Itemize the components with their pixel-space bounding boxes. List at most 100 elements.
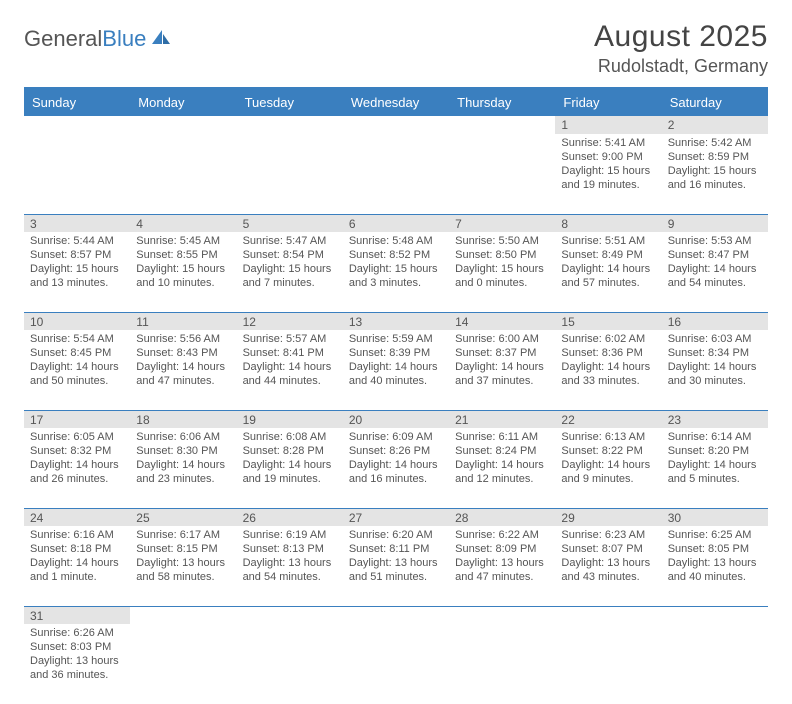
day-details	[662, 624, 768, 704]
day-details: Sunrise: 5:42 AMSunset: 8:59 PMDaylight:…	[662, 134, 768, 214]
day-details: Sunrise: 5:44 AMSunset: 8:57 PMDaylight:…	[24, 232, 130, 312]
sunset-text: Sunset: 8:30 PM	[136, 444, 230, 458]
sunset-text: Sunset: 8:15 PM	[136, 542, 230, 556]
daylight-text: Daylight: 13 hours and 43 minutes.	[561, 556, 655, 584]
sunset-text: Sunset: 8:50 PM	[455, 248, 549, 262]
daylight-text: Daylight: 14 hours and 57 minutes.	[561, 262, 655, 290]
day-number-row: 10111213141516	[24, 312, 768, 330]
daylight-text: Daylight: 15 hours and 13 minutes.	[30, 262, 124, 290]
sunrise-text: Sunrise: 6:14 AM	[668, 430, 762, 444]
sunrise-text: Sunrise: 5:53 AM	[668, 234, 762, 248]
sunrise-text: Sunrise: 6:20 AM	[349, 528, 443, 542]
day-number: 4	[130, 214, 236, 232]
weekday-header: Tuesday	[237, 88, 343, 116]
day-number-row: 17181920212223	[24, 410, 768, 428]
logo-sail-icon	[150, 28, 172, 46]
day-details: Sunrise: 5:50 AMSunset: 8:50 PMDaylight:…	[449, 232, 555, 312]
day-number: 17	[24, 410, 130, 428]
day-details: Sunrise: 6:14 AMSunset: 8:20 PMDaylight:…	[662, 428, 768, 508]
day-details: Sunrise: 6:02 AMSunset: 8:36 PMDaylight:…	[555, 330, 661, 410]
title-block: August 2025 Rudolstadt, Germany	[594, 20, 768, 77]
sunset-text: Sunset: 8:11 PM	[349, 542, 443, 556]
sunrise-text: Sunrise: 6:05 AM	[30, 430, 124, 444]
sunset-text: Sunset: 8:09 PM	[455, 542, 549, 556]
daylight-text: Daylight: 14 hours and 16 minutes.	[349, 458, 443, 486]
daylight-text: Daylight: 14 hours and 9 minutes.	[561, 458, 655, 486]
sunrise-text: Sunrise: 5:54 AM	[30, 332, 124, 346]
day-number	[237, 116, 343, 134]
sunset-text: Sunset: 8:47 PM	[668, 248, 762, 262]
day-number	[449, 606, 555, 624]
daylight-text: Daylight: 13 hours and 54 minutes.	[243, 556, 337, 584]
sunrise-text: Sunrise: 5:42 AM	[668, 136, 762, 150]
day-body-row: Sunrise: 5:54 AMSunset: 8:45 PMDaylight:…	[24, 330, 768, 410]
logo-text-1: General	[24, 26, 102, 52]
day-number: 26	[237, 508, 343, 526]
daylight-text: Daylight: 15 hours and 10 minutes.	[136, 262, 230, 290]
day-details: Sunrise: 6:25 AMSunset: 8:05 PMDaylight:…	[662, 526, 768, 606]
sunrise-text: Sunrise: 6:19 AM	[243, 528, 337, 542]
sunrise-text: Sunrise: 6:22 AM	[455, 528, 549, 542]
daylight-text: Daylight: 14 hours and 54 minutes.	[668, 262, 762, 290]
day-details: Sunrise: 6:09 AMSunset: 8:26 PMDaylight:…	[343, 428, 449, 508]
day-details	[237, 134, 343, 214]
day-number: 10	[24, 312, 130, 330]
daylight-text: Daylight: 14 hours and 30 minutes.	[668, 360, 762, 388]
sunset-text: Sunset: 8:54 PM	[243, 248, 337, 262]
daylight-text: Daylight: 13 hours and 36 minutes.	[30, 654, 124, 682]
sunset-text: Sunset: 8:07 PM	[561, 542, 655, 556]
day-number	[237, 606, 343, 624]
sunrise-text: Sunrise: 6:26 AM	[30, 626, 124, 640]
header: GeneralBlue August 2025 Rudolstadt, Germ…	[24, 20, 768, 77]
daylight-text: Daylight: 14 hours and 12 minutes.	[455, 458, 549, 486]
day-number: 21	[449, 410, 555, 428]
sunrise-text: Sunrise: 6:09 AM	[349, 430, 443, 444]
day-number-row: 12	[24, 116, 768, 134]
day-details: Sunrise: 5:53 AMSunset: 8:47 PMDaylight:…	[662, 232, 768, 312]
weekday-header: Wednesday	[343, 88, 449, 116]
day-number	[662, 606, 768, 624]
day-number: 7	[449, 214, 555, 232]
sunrise-text: Sunrise: 6:08 AM	[243, 430, 337, 444]
daylight-text: Daylight: 15 hours and 0 minutes.	[455, 262, 549, 290]
day-number: 5	[237, 214, 343, 232]
sunset-text: Sunset: 8:43 PM	[136, 346, 230, 360]
day-number	[130, 606, 236, 624]
sunset-text: Sunset: 8:41 PM	[243, 346, 337, 360]
daylight-text: Daylight: 15 hours and 3 minutes.	[349, 262, 443, 290]
daylight-text: Daylight: 14 hours and 44 minutes.	[243, 360, 337, 388]
sunset-text: Sunset: 8:57 PM	[30, 248, 124, 262]
day-number: 3	[24, 214, 130, 232]
sunset-text: Sunset: 8:26 PM	[349, 444, 443, 458]
sunrise-text: Sunrise: 6:13 AM	[561, 430, 655, 444]
day-number	[555, 606, 661, 624]
day-number: 11	[130, 312, 236, 330]
day-details	[449, 624, 555, 704]
sunrise-text: Sunrise: 5:56 AM	[136, 332, 230, 346]
day-number: 20	[343, 410, 449, 428]
sunset-text: Sunset: 8:03 PM	[30, 640, 124, 654]
daylight-text: Daylight: 14 hours and 23 minutes.	[136, 458, 230, 486]
day-number: 31	[24, 606, 130, 624]
day-body-row: Sunrise: 5:41 AMSunset: 9:00 PMDaylight:…	[24, 134, 768, 214]
daylight-text: Daylight: 15 hours and 16 minutes.	[668, 164, 762, 192]
sunrise-text: Sunrise: 6:02 AM	[561, 332, 655, 346]
daylight-text: Daylight: 14 hours and 37 minutes.	[455, 360, 549, 388]
daylight-text: Daylight: 14 hours and 50 minutes.	[30, 360, 124, 388]
day-number-row: 31	[24, 606, 768, 624]
weekday-header: Monday	[130, 88, 236, 116]
sunrise-text: Sunrise: 5:59 AM	[349, 332, 443, 346]
sunrise-text: Sunrise: 5:45 AM	[136, 234, 230, 248]
logo-text-2: Blue	[102, 26, 146, 52]
day-number	[24, 116, 130, 134]
sunset-text: Sunset: 8:18 PM	[30, 542, 124, 556]
calendar-table: Sunday Monday Tuesday Wednesday Thursday…	[24, 87, 768, 704]
day-details: Sunrise: 5:57 AMSunset: 8:41 PMDaylight:…	[237, 330, 343, 410]
day-details: Sunrise: 5:56 AMSunset: 8:43 PMDaylight:…	[130, 330, 236, 410]
sunset-text: Sunset: 9:00 PM	[561, 150, 655, 164]
daylight-text: Daylight: 15 hours and 7 minutes.	[243, 262, 337, 290]
daylight-text: Daylight: 14 hours and 19 minutes.	[243, 458, 337, 486]
daylight-text: Daylight: 14 hours and 1 minute.	[30, 556, 124, 584]
sunset-text: Sunset: 8:45 PM	[30, 346, 124, 360]
day-details	[130, 624, 236, 704]
